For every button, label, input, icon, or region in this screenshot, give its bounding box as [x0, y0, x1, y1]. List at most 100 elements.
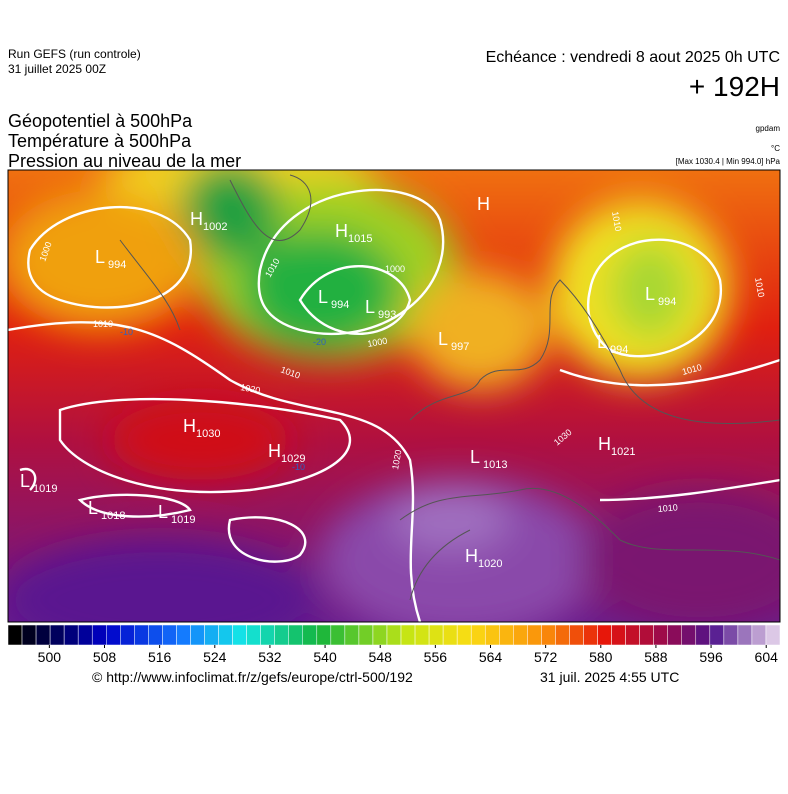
center-value: 1013: [483, 459, 507, 471]
center-letter: L: [645, 284, 655, 304]
colorbar-cell: [737, 624, 753, 646]
colorbar-cell: [569, 624, 584, 646]
colorbar-cell: [527, 624, 542, 646]
center-letter: L: [95, 247, 105, 267]
center-letter: H: [190, 209, 203, 229]
colorbar-cell: [751, 624, 767, 646]
run-date: 31 juillet 2025 00Z: [8, 62, 106, 76]
colorbar-cell: [358, 624, 374, 646]
isobar-label: 1020: [390, 449, 403, 470]
colorbar-cell: [428, 624, 444, 646]
source-url: © http://www.infoclimat.fr/z/gefs/europe…: [92, 669, 413, 685]
colorbar-cell: [414, 624, 430, 646]
colorbar-tick-label: 564: [479, 649, 503, 665]
center-letter: H: [183, 416, 196, 436]
colorbar-cell: [484, 624, 500, 646]
colorbar-cell: [134, 624, 149, 646]
colorbar-cell: [232, 624, 247, 646]
colorbar-cell: [499, 624, 514, 646]
colorbar-cell: [583, 624, 598, 646]
colorbar-cell: [611, 624, 626, 646]
isobars: [8, 188, 780, 622]
colorbar-tick-label: 516: [148, 649, 172, 665]
colorbar-tick-label: 548: [369, 649, 393, 665]
colorbar-cell: [681, 624, 697, 646]
colorbar-cell: [162, 624, 177, 646]
center-value: 1019: [171, 514, 195, 526]
title-line: Température à 500hPa: [8, 131, 192, 151]
colorbar-cell: [274, 624, 289, 646]
colorbar-cell: [260, 624, 275, 646]
temperature-label: -20: [313, 337, 326, 347]
center-value: 1015: [348, 233, 372, 245]
center-value: 993: [378, 309, 396, 321]
generated-time: 31 juil. 2025 4:55 UTC: [540, 669, 679, 685]
center-letter: L: [438, 329, 448, 349]
center-letter: H: [335, 221, 348, 241]
colorbar-cell: [120, 624, 135, 646]
colorbar-tick-label: 596: [699, 649, 723, 665]
colorbar-cell: [63, 624, 79, 646]
isobar-label: 1010: [753, 277, 766, 298]
isobar-label: 1010: [93, 319, 113, 329]
coastlines: [119, 174, 780, 601]
center-letter: L: [88, 498, 98, 518]
colorbar-cell: [442, 624, 458, 646]
colorbar-cell: [555, 624, 570, 646]
colorbar-cell: [372, 624, 388, 646]
colorbar-cell: [639, 624, 654, 646]
colorbar-cell: [35, 624, 51, 646]
center-value: 1029: [281, 453, 305, 465]
colorbar-cell: [176, 624, 191, 646]
temperature-label: -10: [292, 462, 305, 472]
center-value: 1030: [196, 428, 220, 440]
center-letter: L: [597, 332, 607, 352]
colorbar-tick-label: 588: [644, 649, 668, 665]
colorbar-tick-label: 580: [589, 649, 613, 665]
colorbar-cell: [723, 624, 739, 646]
title-line: Pression au niveau de la mer: [8, 151, 241, 171]
colorbar-cell: [541, 624, 556, 646]
center-letter: H: [477, 194, 490, 214]
colorbar-cell: [302, 624, 318, 646]
temperature-label: -10: [120, 327, 133, 337]
colorbar-cell: [106, 624, 121, 646]
center-letter: H: [465, 546, 478, 566]
center-letter: L: [365, 297, 375, 317]
isobar-label: 1010: [657, 502, 678, 514]
colorbar-cell: [330, 624, 346, 646]
colorbar-cell: [91, 624, 107, 646]
colorbar-cell: [148, 624, 163, 646]
unit-label: [Max 1030.4 | Min 994.0] hPa: [676, 157, 781, 166]
unit-label: °C: [771, 144, 780, 153]
colorbar-cell: [597, 624, 612, 646]
colorbar-tick-label: 532: [258, 649, 282, 665]
colorbar-cell: [316, 624, 332, 646]
colorbar-tick-label: 556: [424, 649, 448, 665]
colorbar-tick-label: 540: [313, 649, 337, 665]
map-frame: [7, 169, 781, 623]
colorbar-cell: [49, 624, 65, 646]
center-letter: L: [158, 502, 168, 522]
center-value: 1002: [203, 221, 227, 233]
colorbar-tick-label: 604: [755, 649, 779, 665]
isobar-label: 1000: [385, 264, 405, 274]
center-letter: L: [20, 471, 30, 491]
colorbar-cell: [456, 624, 472, 646]
colorbar-cell: [470, 624, 486, 646]
center-value: 1019: [33, 483, 57, 495]
center-value: 994: [658, 296, 676, 308]
isobar-label: 1000: [367, 336, 388, 349]
center-value: 994: [108, 259, 126, 271]
lead-time: + 192H: [689, 71, 780, 102]
colorbar-tick-label: 508: [93, 649, 117, 665]
colorbar-tick-label: 524: [203, 649, 227, 665]
colorbar-cell: [400, 624, 416, 646]
colorbar-cell: [288, 624, 304, 646]
colorbar-cell: [765, 624, 781, 646]
colorbar-cell: [344, 624, 360, 646]
center-value: 994: [331, 299, 349, 311]
colorbar-cell: [695, 624, 711, 646]
